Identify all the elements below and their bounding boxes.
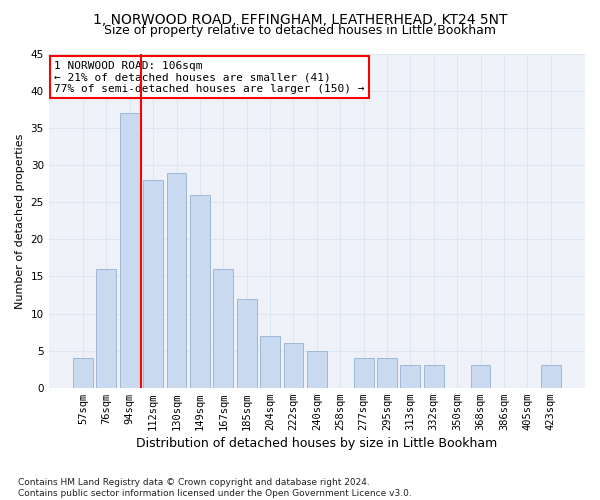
Bar <box>214 269 233 388</box>
X-axis label: Distribution of detached houses by size in Little Bookham: Distribution of detached houses by size … <box>136 437 497 450</box>
Text: 1 NORWOOD ROAD: 106sqm
← 21% of detached houses are smaller (41)
77% of semi-det: 1 NORWOOD ROAD: 106sqm ← 21% of detached… <box>54 60 365 94</box>
Bar <box>143 180 163 388</box>
Bar <box>470 366 490 388</box>
Bar <box>237 298 257 388</box>
Text: Size of property relative to detached houses in Little Bookham: Size of property relative to detached ho… <box>104 24 496 37</box>
Text: 1, NORWOOD ROAD, EFFINGHAM, LEATHERHEAD, KT24 5NT: 1, NORWOOD ROAD, EFFINGHAM, LEATHERHEAD,… <box>93 12 507 26</box>
Bar <box>424 366 443 388</box>
Bar <box>307 350 327 388</box>
Text: Contains HM Land Registry data © Crown copyright and database right 2024.
Contai: Contains HM Land Registry data © Crown c… <box>18 478 412 498</box>
Bar <box>377 358 397 388</box>
Bar <box>284 343 304 388</box>
Bar <box>353 358 374 388</box>
Bar <box>260 336 280 388</box>
Bar <box>73 358 93 388</box>
Bar <box>400 366 421 388</box>
Bar <box>97 269 116 388</box>
Bar <box>120 114 140 388</box>
Bar <box>190 195 210 388</box>
Bar <box>167 172 187 388</box>
Bar <box>541 366 560 388</box>
Y-axis label: Number of detached properties: Number of detached properties <box>15 133 25 308</box>
